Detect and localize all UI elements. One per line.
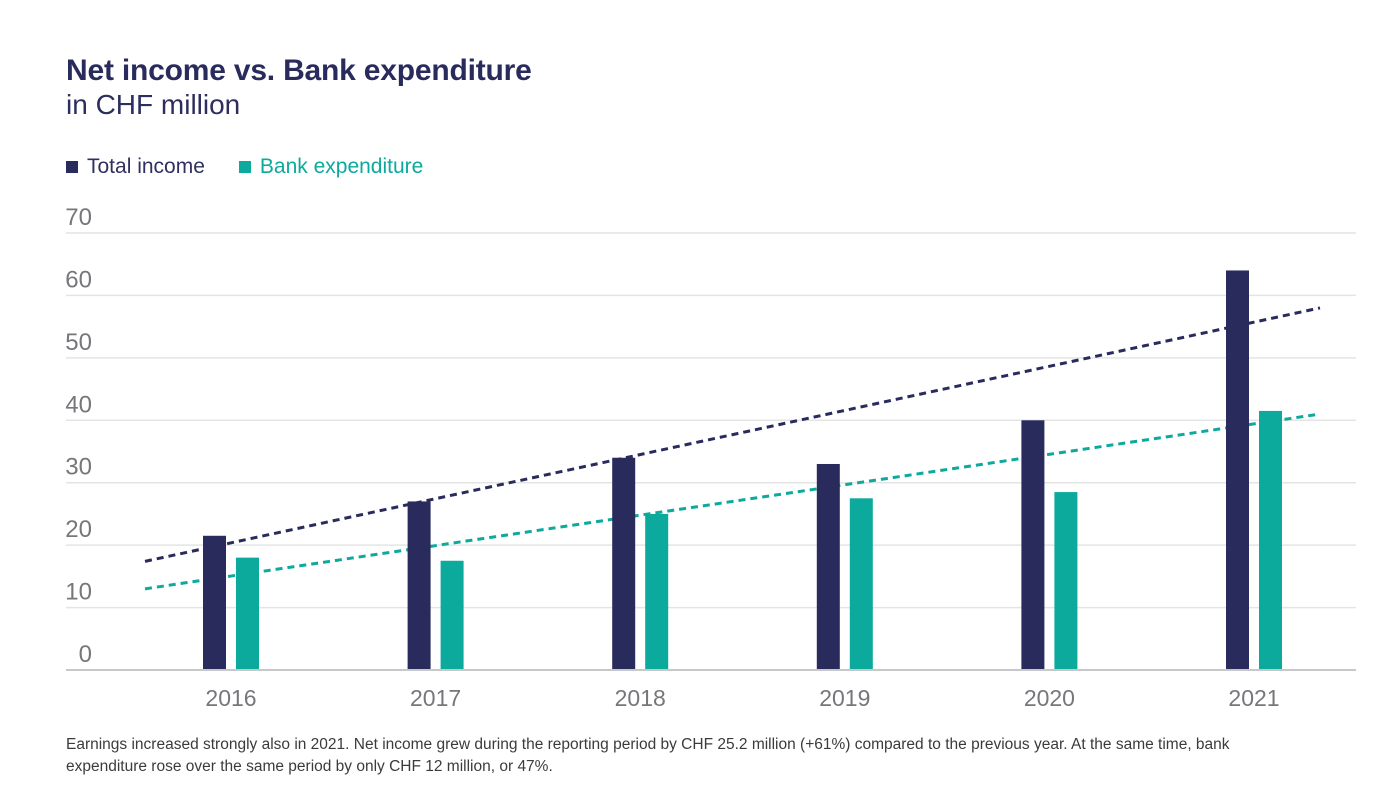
bar-bank-expenditure-2017 [440,560,464,670]
legend-item-bank-expenditure: Bank expenditure [238,155,424,179]
bar-total-income-2016 [203,535,226,670]
x-axis-label-2019: 2019 [819,685,870,711]
legend-label-total-income: Total income [87,155,205,178]
total-income-swatch [66,161,78,173]
y-axis-label-0: 0 [79,641,92,668]
y-axis-label-50: 50 [66,329,92,356]
x-axis-label-2018: 2018 [615,685,666,711]
bar-bank-expenditure-2018 [645,513,669,670]
y-axis-label-40: 40 [66,391,92,418]
page: Net income vs. Bank expenditure in CHF m… [65,54,1400,775]
y-axis-label-30: 30 [66,454,92,481]
chart-title: Net income vs. Bank expenditure [66,54,532,87]
y-axis-label-60: 60 [66,266,92,293]
legend-label-bank-expenditure: Bank expenditure [259,155,424,178]
bar-chart-svg: 0 10 20 30 40 50 60 70 2016 2017 2018 2019 2020 2021 [65,204,1356,711]
legend-item-total-income: Total income [66,155,205,179]
bar-total-income-2018 [612,457,636,670]
legend: Total income Bank expenditure [66,155,1400,179]
bar-total-income-2019 [816,463,840,670]
y-axis-label-10: 10 [66,579,92,606]
y-axis-label-70: 70 [66,204,92,231]
x-axis-label-2016: 2016 [205,685,256,711]
bar-total-income-2020 [1021,420,1045,670]
bar-bank-expenditure-2019 [849,498,873,670]
bar-bank-expenditure-2016 [236,557,259,670]
bar-total-income-2017 [407,501,431,670]
footnote: Earnings increased strongly also in 2021… [66,736,1230,775]
bar-bank-expenditure-2021 [1259,410,1282,670]
bar-total-income-2021 [1226,270,1249,670]
x-axis-label-2020: 2020 [1024,685,1075,711]
chart-subtitle: in CHF million [66,89,241,120]
bar-chart: 0 10 20 30 40 50 60 70 2016 2017 2018 2019 2020 2021 [65,203,1400,720]
bar-bank-expenditure-2020 [1054,492,1078,670]
bank-expenditure-swatch [238,161,251,173]
trendline-bank-expenditure-trend [144,412,1321,591]
y-axis-label-20: 20 [66,516,92,543]
x-axis-label-2017: 2017 [410,685,461,711]
trendline-total-income-trend [144,306,1321,563]
x-axis-label-2021: 2021 [1228,685,1279,711]
